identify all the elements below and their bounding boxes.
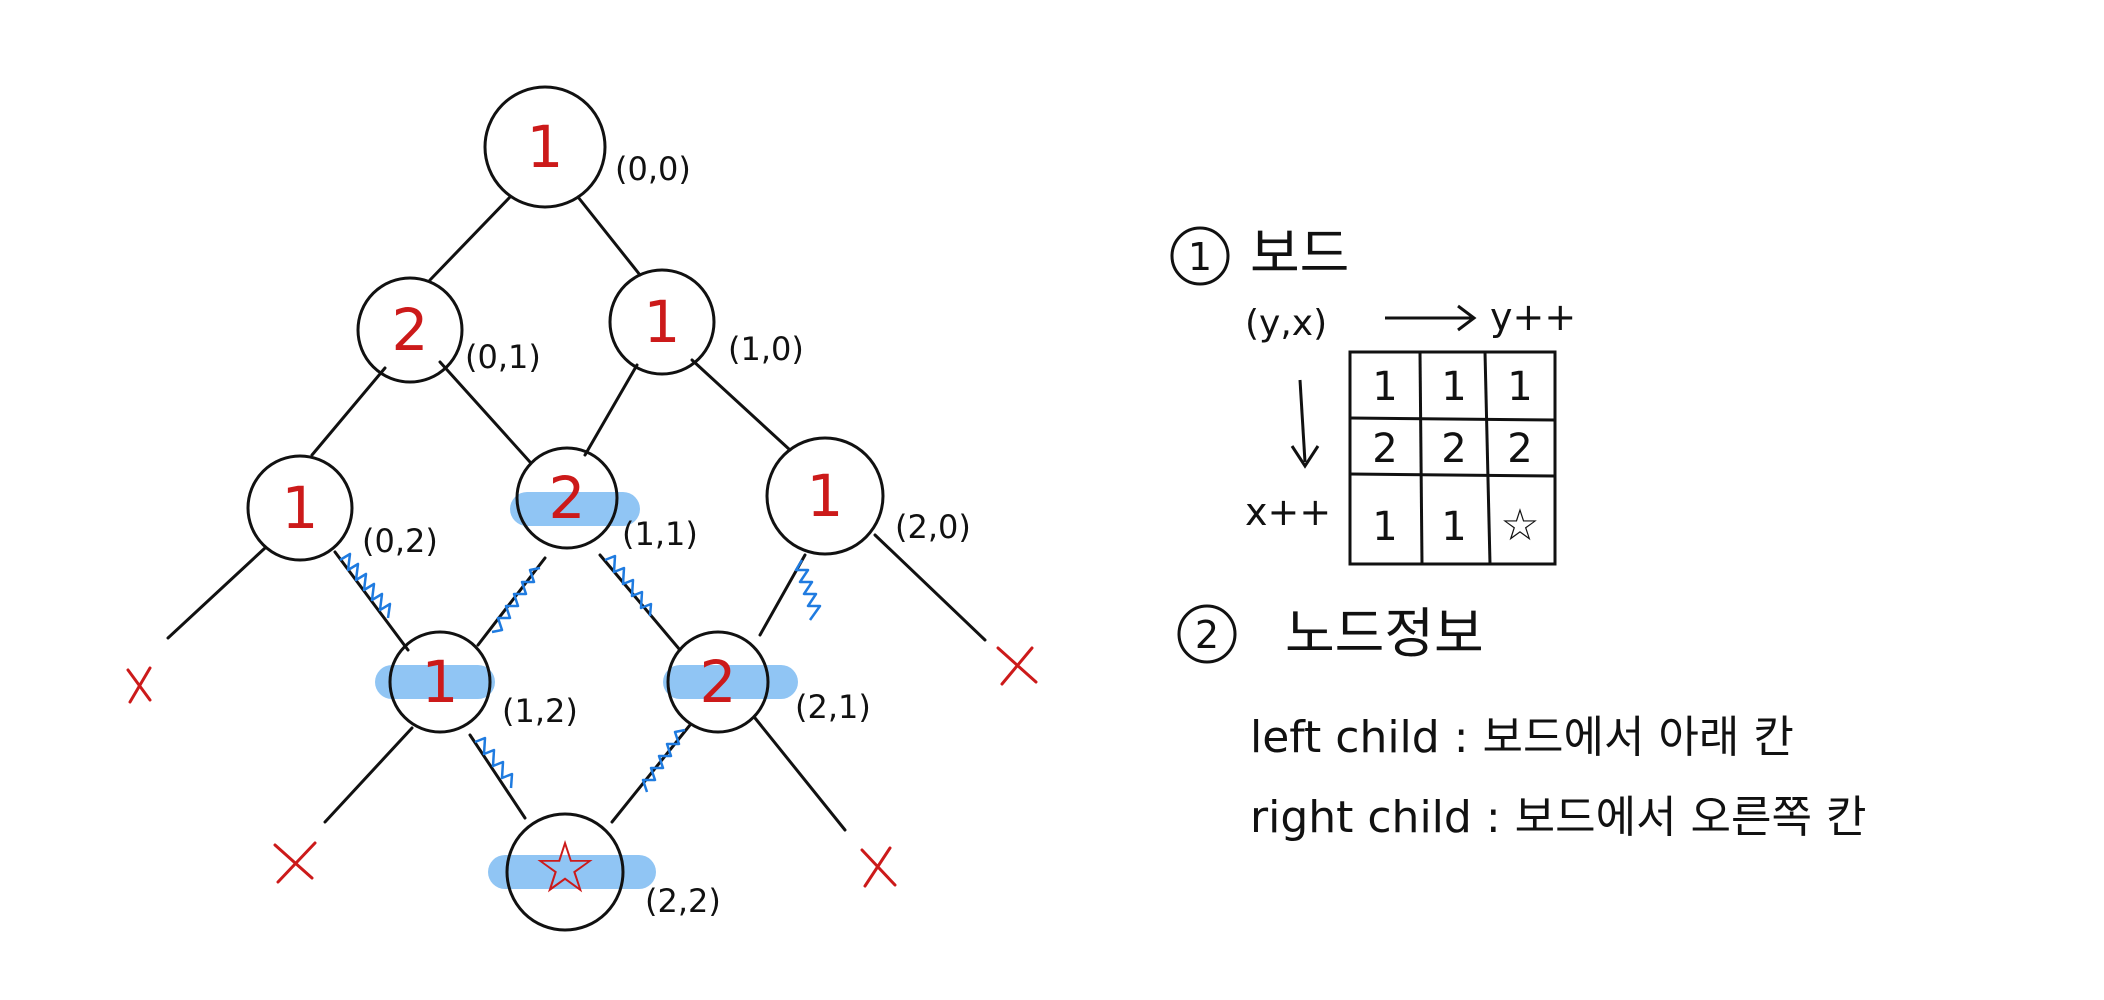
edge-21-x <box>753 716 847 832</box>
node-coord-label: (1,1) <box>622 515 698 553</box>
board-cell-value: 1 <box>1372 364 1397 410</box>
dead-end-x-right <box>996 646 1038 686</box>
scribble-21-22 <box>641 728 686 793</box>
scribble-11-12 <box>491 566 541 634</box>
section2-title: 노드정보 <box>1285 602 1484 665</box>
board-cells: 1 1 12 2 21 1 ☆ <box>1372 364 1539 551</box>
board-hline-1 <box>1349 416 1556 422</box>
scribble-11-21 <box>604 554 653 617</box>
scribble-20-21 <box>794 559 822 621</box>
highlight-n22 <box>488 855 656 889</box>
star-icon: ☆ <box>533 825 598 909</box>
node-coord-label: (2,0) <box>895 508 971 546</box>
node-coord-label: (0,2) <box>362 522 438 560</box>
section2-number-circle <box>1177 604 1237 664</box>
tree-node-n11: 2 (1,1) <box>515 446 698 553</box>
highlight-n21 <box>663 665 798 699</box>
node-coord-label: (1,0) <box>728 330 804 368</box>
node-circle <box>515 446 619 550</box>
node-value: 1 <box>282 474 319 542</box>
dead-end-x-bottom-left <box>273 841 317 884</box>
right-child-description: right child : 보드에서 오른쪽 칸 <box>1250 792 1866 843</box>
section1-number-circle <box>1170 226 1230 286</box>
edge-10-20 <box>690 358 792 452</box>
board-cell-value: 2 <box>1372 426 1397 472</box>
scribble-12-22 <box>474 736 514 789</box>
node-circle <box>388 630 492 734</box>
tree-node-n22: ☆ (2,2) <box>505 812 721 932</box>
dead-end-marks <box>126 646 1038 888</box>
node-circle <box>483 85 607 209</box>
node-circle <box>505 812 625 932</box>
x-arrow-shaft <box>1298 379 1307 463</box>
edge-01-02 <box>310 366 387 457</box>
node-value: 2 <box>549 464 586 532</box>
highlight-n11 <box>510 492 640 526</box>
board-cell-value: 1 <box>1372 504 1397 550</box>
board-cell-value: 1 <box>1441 504 1466 550</box>
node-circle <box>608 268 716 376</box>
tree-node-n20: 1 (2,0) <box>765 436 971 556</box>
board-hline-2 <box>1349 472 1556 478</box>
node-value: 1 <box>527 113 564 181</box>
edge-11-21 <box>598 553 682 652</box>
tree-node-n02: 1 (0,2) <box>246 454 438 562</box>
dead-end-x-bottom-right <box>860 846 897 888</box>
tree-node-n21: 2 (2,1) <box>666 630 871 734</box>
board-cell-value: 1 <box>1507 364 1532 410</box>
edge-11-12 <box>476 556 547 647</box>
edge-10-11 <box>583 363 639 457</box>
dead-end-x-left <box>126 666 152 704</box>
node-value: 1 <box>807 462 844 530</box>
tree-node-n10: 1 (1,0) <box>608 268 804 376</box>
y-arrow-head <box>1457 304 1477 332</box>
tree-node-n01: 2 (0,1) <box>356 276 541 384</box>
node-coord-label: (0,1) <box>465 338 541 376</box>
path-highlight-scribbles <box>339 552 822 793</box>
node-coord-label: (2,1) <box>795 688 871 726</box>
node-coord-label: (0,0) <box>615 150 691 188</box>
node-value: 1 <box>644 288 681 356</box>
node-circle <box>765 436 885 556</box>
section1-title: 보드 <box>1250 222 1349 285</box>
edge-12-x <box>323 726 414 824</box>
node-coord-label: (2,2) <box>645 882 721 920</box>
scribble-02-12 <box>339 552 392 619</box>
edge-00-01 <box>428 195 512 282</box>
edge-02-x <box>166 546 267 640</box>
board-star-icon: ☆ <box>1500 500 1539 551</box>
y-direction-label: y++ <box>1490 295 1576 339</box>
highlighter-strokes <box>375 492 798 889</box>
node-circle <box>246 454 354 562</box>
board-vline-1 <box>1418 351 1424 565</box>
axis-label: (y,x) <box>1245 303 1327 344</box>
node-value: 2 <box>700 648 737 716</box>
board-border <box>1348 350 1557 566</box>
board-vline-2 <box>1483 351 1492 565</box>
x-direction-label: x++ <box>1245 490 1331 534</box>
board-grid <box>1348 350 1557 566</box>
node-circle <box>356 276 464 384</box>
edge-00-10 <box>576 195 642 277</box>
board-cell-value: 2 <box>1507 426 1532 472</box>
section2-number: 2 <box>1195 613 1219 657</box>
node-value: 2 <box>392 296 429 364</box>
left-child-description: left child : 보드에서 아래 칸 <box>1250 712 1794 763</box>
x-arrow-head <box>1290 445 1320 469</box>
tree-node-n12: 1 (1,2) <box>388 630 578 734</box>
node-coord-label: (1,2) <box>502 692 578 730</box>
notes-panel: 1 보드 (y,x) y++ x++ 1 1 12 2 21 1 ☆ 2 노드정보 left… <box>1170 222 1866 843</box>
highlight-n12 <box>375 665 495 699</box>
edge-01-11 <box>438 360 532 464</box>
tree-node-n00: 1 (0,0) <box>483 85 691 209</box>
node-circle <box>666 630 770 734</box>
edge-12-22 <box>468 733 527 820</box>
tree-nodes: 1 (0,0) 2 (0,1) 1 (1,0) 1 (0,2) 2 (1,1) 1 (2,0) 1 (1,… <box>246 85 971 932</box>
section1-number: 1 <box>1188 235 1212 279</box>
edge-20-x <box>873 533 987 642</box>
board-cell-value: 1 <box>1441 364 1466 410</box>
board-cell-value: 2 <box>1441 426 1466 472</box>
node-value: 1 <box>422 648 459 716</box>
